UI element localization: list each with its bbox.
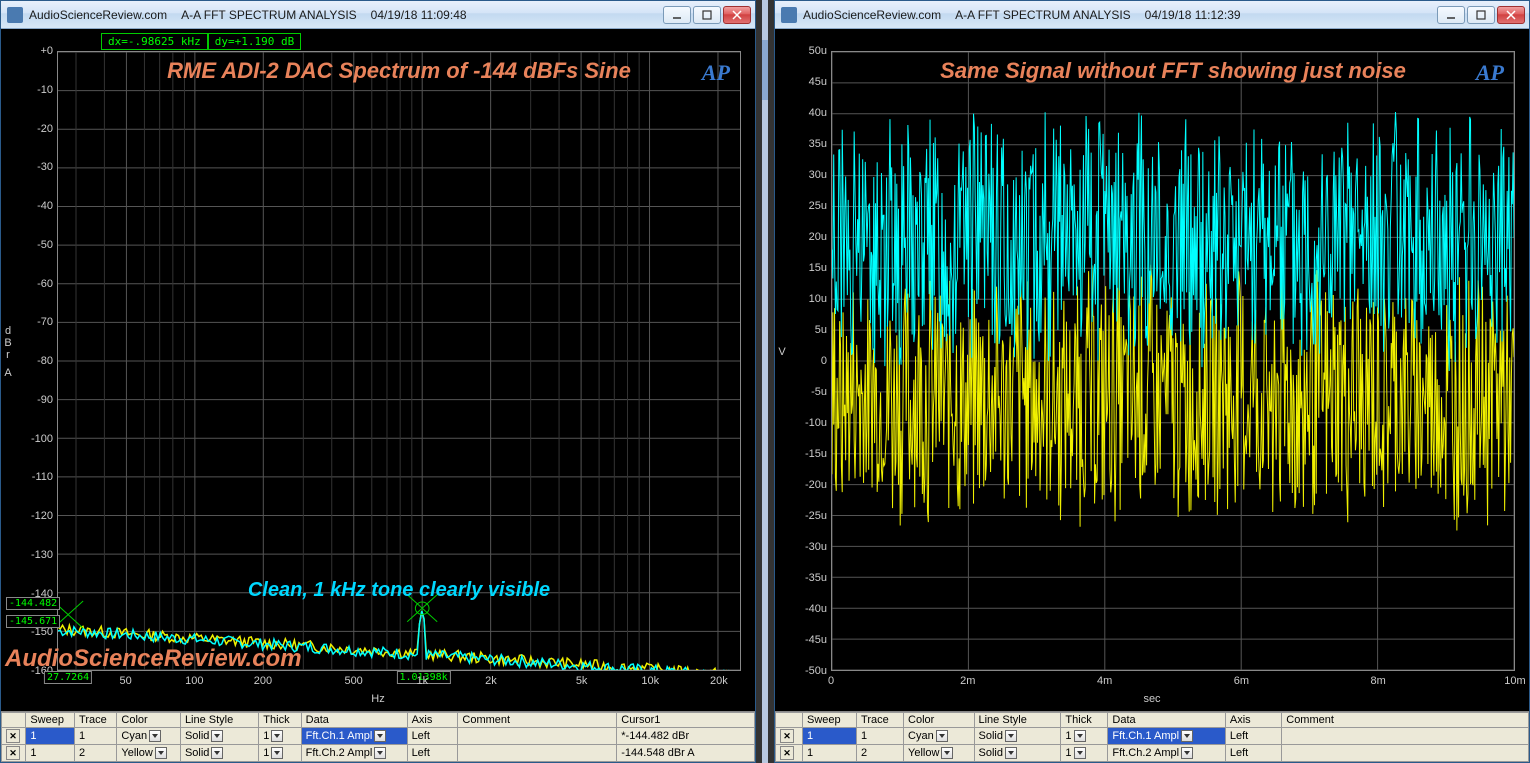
x-axis-label: Hz xyxy=(371,693,384,705)
legend-row[interactable]: ✕12YellowSolid1Fft.Ch.2 AmplLeft-144.548… xyxy=(2,745,755,762)
x-axis-ticks: 02m4m6m8m10m xyxy=(831,675,1515,691)
minimize-button[interactable] xyxy=(1437,6,1465,24)
dropdown-icon[interactable] xyxy=(211,730,223,742)
maximize-button[interactable] xyxy=(1467,6,1495,24)
title-timestamp: 04/19/18 11:09:48 xyxy=(371,8,467,22)
dropdown-icon[interactable] xyxy=(211,747,223,759)
app-icon xyxy=(781,7,797,23)
titlebar[interactable]: AudioScienceReview.com A-A FFT SPECTRUM … xyxy=(775,1,1529,29)
close-button[interactable] xyxy=(723,6,751,24)
plot[interactable]: Same Signal without FFT showing just noi… xyxy=(831,51,1515,671)
titlebar[interactable]: AudioScienceReview.com A-A FFT SPECTRUM … xyxy=(1,1,755,29)
remove-trace-icon[interactable]: ✕ xyxy=(6,746,20,760)
dropdown-icon[interactable] xyxy=(941,747,953,759)
title-mode: A-A FFT SPECTRUM ANALYSIS xyxy=(181,8,357,22)
legend-row[interactable]: ✕12YellowSolid1Fft.Ch.2 AmplLeft xyxy=(776,745,1529,762)
minimize-button[interactable] xyxy=(663,6,691,24)
remove-trace-icon[interactable]: ✕ xyxy=(780,746,794,760)
dropdown-icon[interactable] xyxy=(271,747,283,759)
dropdown-icon[interactable] xyxy=(1181,730,1193,742)
legend-row[interactable]: ✕11CyanSolid1Fft.Ch.1 AmplLeft*-144.482 … xyxy=(2,728,755,745)
plot[interactable]: RME ADI-2 DAC Spectrum of -144 dBFs Sine… xyxy=(57,51,741,671)
trace-legend[interactable]: SweepTraceColorLine StyleThickDataAxisCo… xyxy=(775,711,1529,762)
ap-logo-icon: AP xyxy=(702,60,730,86)
chart-area[interactable]: dx=-.98625 kHz dy=+1.190 dB dBrA +0-10-2… xyxy=(1,29,755,711)
splitter-handle[interactable] xyxy=(762,40,768,100)
dropdown-icon[interactable] xyxy=(374,747,386,759)
y-axis-label: V xyxy=(775,29,789,675)
fft-window-right: AudioScienceReview.com A-A FFT SPECTRUM … xyxy=(774,0,1530,763)
splitter[interactable] xyxy=(762,0,768,763)
chart-note-annotation: Clean, 1 kHz tone clearly visible xyxy=(248,579,550,602)
y-axis-ticks: +0-10-20-30-40-50-60-70-80-90-100-110-12… xyxy=(15,29,57,675)
dropdown-icon[interactable] xyxy=(1005,730,1017,742)
y-axis-ticks: 50u45u40u35u30u25u20u15u10u5u0-5u-10u-15… xyxy=(789,29,831,675)
delta-readout: dx=-.98625 kHz dy=+1.190 dB xyxy=(101,33,301,50)
close-button[interactable] xyxy=(1497,6,1525,24)
chart-area[interactable]: V 50u45u40u35u30u25u20u15u10u5u0-5u-10u-… xyxy=(775,29,1529,711)
maximize-button[interactable] xyxy=(693,6,721,24)
remove-trace-icon[interactable]: ✕ xyxy=(780,729,794,743)
dropdown-icon[interactable] xyxy=(374,730,386,742)
delta-y: dy=+1.190 dB xyxy=(208,33,301,50)
dropdown-icon[interactable] xyxy=(1005,747,1017,759)
x-axis-label: sec xyxy=(1143,693,1160,705)
title-mode: A-A FFT SPECTRUM ANALYSIS xyxy=(955,8,1131,22)
delta-x: dx=-.98625 kHz xyxy=(101,33,208,50)
title-site: AudioScienceReview.com xyxy=(29,8,167,22)
x-axis-ticks: 501002005001k2k5k10k20k xyxy=(57,675,741,691)
dropdown-icon[interactable] xyxy=(1181,747,1193,759)
cursor-y-top: -144.482 xyxy=(6,597,60,610)
title-site: AudioScienceReview.com xyxy=(803,8,941,22)
dropdown-icon[interactable] xyxy=(271,730,283,742)
dropdown-icon[interactable] xyxy=(936,730,948,742)
chart-title-annotation: Same Signal without FFT showing just noi… xyxy=(940,58,1406,84)
cursor-y-bottom: -145.671 xyxy=(6,615,60,628)
legend-row[interactable]: ✕11CyanSolid1Fft.Ch.1 AmplLeft xyxy=(776,728,1529,745)
title-timestamp: 04/19/18 11:12:39 xyxy=(1145,8,1241,22)
fft-window-left: AudioScienceReview.com A-A FFT SPECTRUM … xyxy=(0,0,756,763)
dropdown-icon[interactable] xyxy=(1074,730,1086,742)
trace-legend[interactable]: SweepTraceColorLine StyleThickDataAxisCo… xyxy=(1,711,755,762)
app-icon xyxy=(7,7,23,23)
chart-title-annotation: RME ADI-2 DAC Spectrum of -144 dBFs Sine xyxy=(167,58,631,84)
dropdown-icon[interactable] xyxy=(155,747,167,759)
ap-logo-icon: AP xyxy=(1476,60,1504,86)
watermark: AudioScienceReview.com xyxy=(5,645,302,673)
remove-trace-icon[interactable]: ✕ xyxy=(6,729,20,743)
dropdown-icon[interactable] xyxy=(149,730,161,742)
y-axis-label: dBrA xyxy=(1,29,15,675)
dropdown-icon[interactable] xyxy=(1074,747,1086,759)
